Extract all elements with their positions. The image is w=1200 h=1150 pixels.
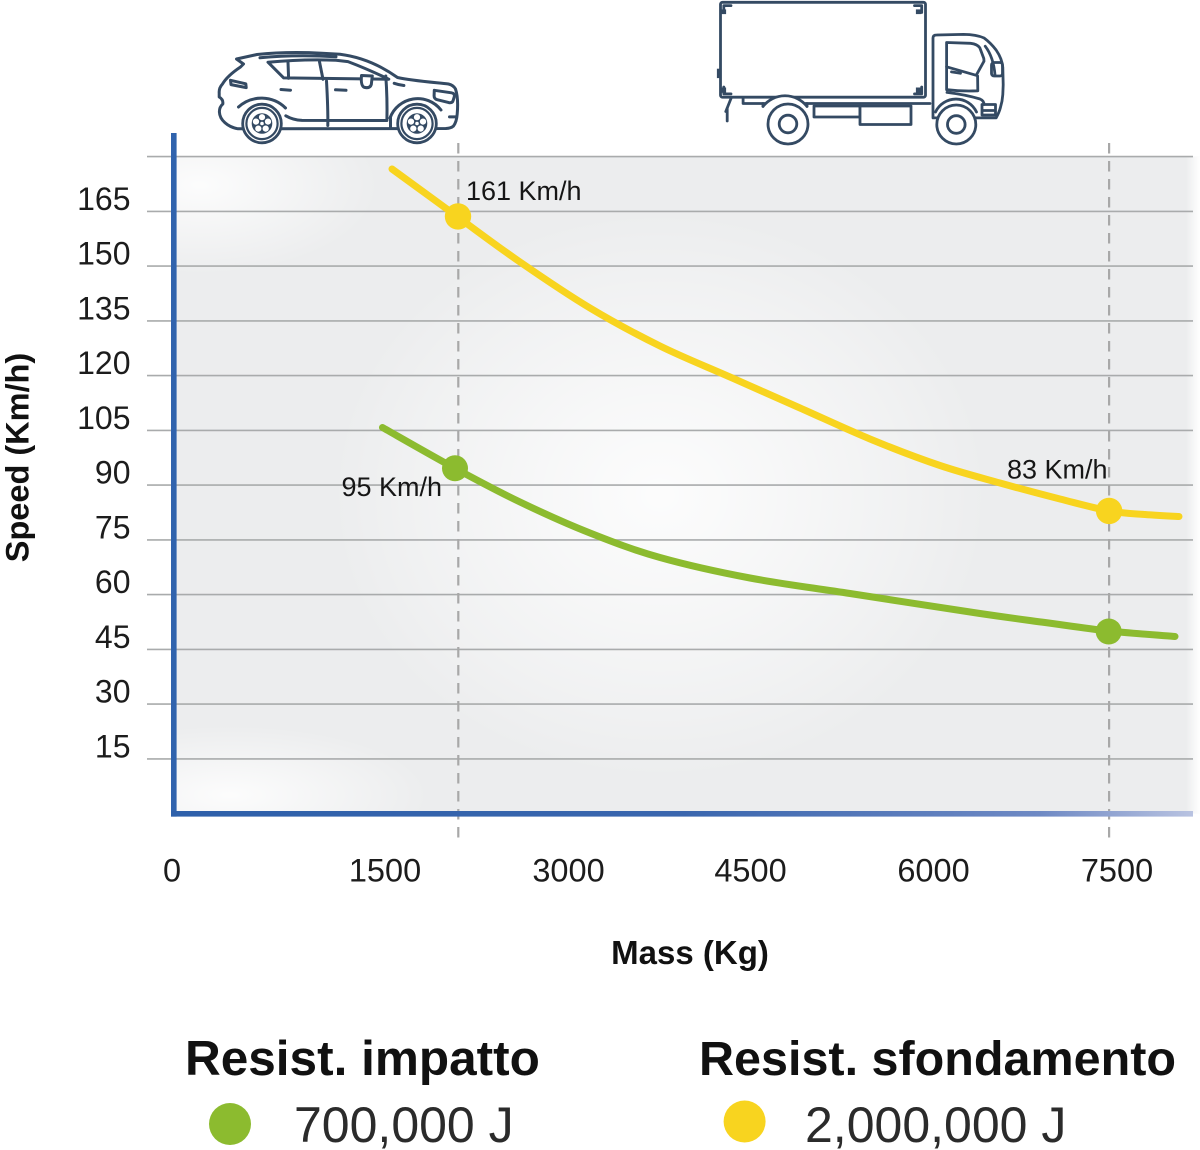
svg-text:60: 60: [95, 564, 131, 600]
svg-text:95 Km/h: 95 Km/h: [342, 472, 443, 502]
svg-text:0: 0: [163, 853, 181, 889]
svg-text:30: 30: [95, 674, 131, 710]
svg-text:Resist. sfondamento: Resist. sfondamento: [699, 1032, 1176, 1086]
svg-text:Resist. impatto: Resist. impatto: [185, 1031, 540, 1086]
svg-text:165: 165: [77, 181, 130, 217]
svg-text:Speed (Km/h): Speed (Km/h): [0, 353, 36, 562]
svg-text:700,000 J: 700,000 J: [294, 1097, 514, 1150]
svg-text:2,000,000 J: 2,000,000 J: [805, 1097, 1066, 1150]
svg-text:120: 120: [77, 345, 130, 381]
svg-text:45: 45: [95, 619, 131, 655]
svg-text:83 Km/h: 83 Km/h: [1007, 455, 1108, 485]
svg-text:135: 135: [77, 290, 130, 326]
svg-text:150: 150: [77, 236, 130, 272]
svg-text:1500: 1500: [349, 853, 421, 889]
svg-text:4500: 4500: [714, 853, 786, 889]
svg-text:90: 90: [95, 455, 131, 491]
svg-text:75: 75: [95, 509, 131, 545]
svg-text:161 Km/h: 161 Km/h: [466, 176, 582, 206]
svg-text:Mass (Kg): Mass (Kg): [611, 934, 769, 971]
svg-text:15: 15: [95, 728, 131, 764]
svg-text:6000: 6000: [897, 853, 969, 889]
svg-text:3000: 3000: [532, 853, 604, 889]
svg-text:105: 105: [77, 400, 130, 436]
svg-text:7500: 7500: [1081, 853, 1153, 889]
